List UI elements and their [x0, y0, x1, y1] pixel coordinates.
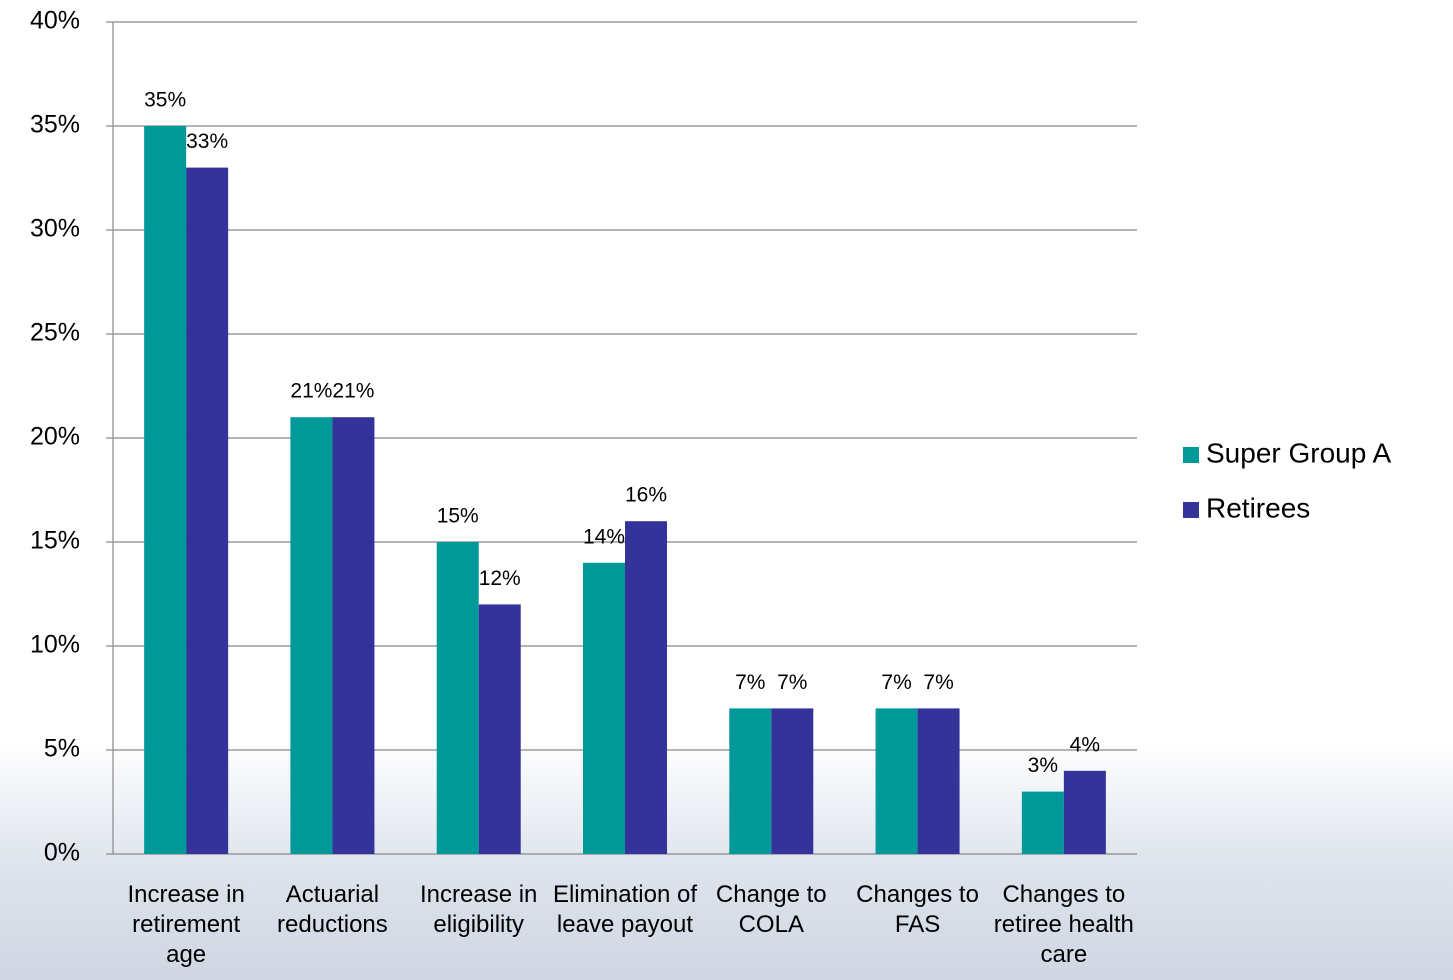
bar: [186, 167, 229, 855]
bar: [729, 708, 772, 854]
bar: [583, 562, 625, 854]
bar: [917, 708, 960, 854]
data-label: 33%: [186, 130, 228, 153]
x-tick-label: Changes to retiree health care: [993, 881, 1134, 968]
bar: [144, 126, 187, 854]
data-label: 14%: [583, 525, 625, 548]
y-tick-label: 35%: [30, 111, 80, 139]
x-tick-label: Change to COLA: [715, 881, 827, 938]
y-tick-label: 20%: [30, 423, 80, 451]
y-tick-label: 0%: [44, 839, 80, 867]
y-tick-label: 25%: [30, 319, 80, 347]
bar: [771, 708, 814, 854]
bar: [625, 521, 667, 854]
x-tick-label: Changes to FAS: [856, 881, 979, 938]
bar: [1021, 791, 1064, 854]
bar: [436, 542, 479, 854]
data-label: 15%: [437, 505, 479, 528]
data-label: 7%: [735, 671, 765, 694]
x-tick-label: Increase in retirement age: [127, 881, 245, 968]
y-tick-label: 40%: [30, 7, 80, 35]
data-label: 7%: [881, 671, 911, 694]
data-label: 16%: [625, 484, 667, 507]
legend-label: Super Group A: [1206, 437, 1392, 468]
bar: [478, 604, 521, 854]
data-label: 3%: [1028, 754, 1058, 777]
data-label: 21%: [290, 380, 332, 403]
y-tick-label: 10%: [30, 631, 80, 659]
data-label: 35%: [144, 89, 186, 112]
bar: [290, 417, 333, 854]
bar: [1063, 770, 1106, 854]
y-tick-label: 5%: [44, 735, 80, 763]
data-label: 7%: [923, 671, 953, 694]
data-label: 7%: [777, 671, 807, 694]
x-tick-label: Elimination of leave payout: [552, 881, 698, 938]
y-tick-label: 30%: [30, 215, 80, 243]
data-label: 12%: [479, 567, 521, 590]
bar: [875, 708, 918, 854]
y-tick-label: 15%: [30, 527, 80, 555]
legend-swatch: [1183, 447, 1199, 463]
x-tick-label: Increase in eligibility: [420, 881, 538, 938]
legend-label: Retirees: [1206, 492, 1310, 523]
bar: [332, 417, 375, 854]
legend-swatch: [1183, 502, 1199, 518]
data-label: 4%: [1070, 733, 1100, 756]
data-label: 21%: [332, 380, 374, 403]
x-tick-label: Actuarial reductions: [277, 881, 388, 938]
